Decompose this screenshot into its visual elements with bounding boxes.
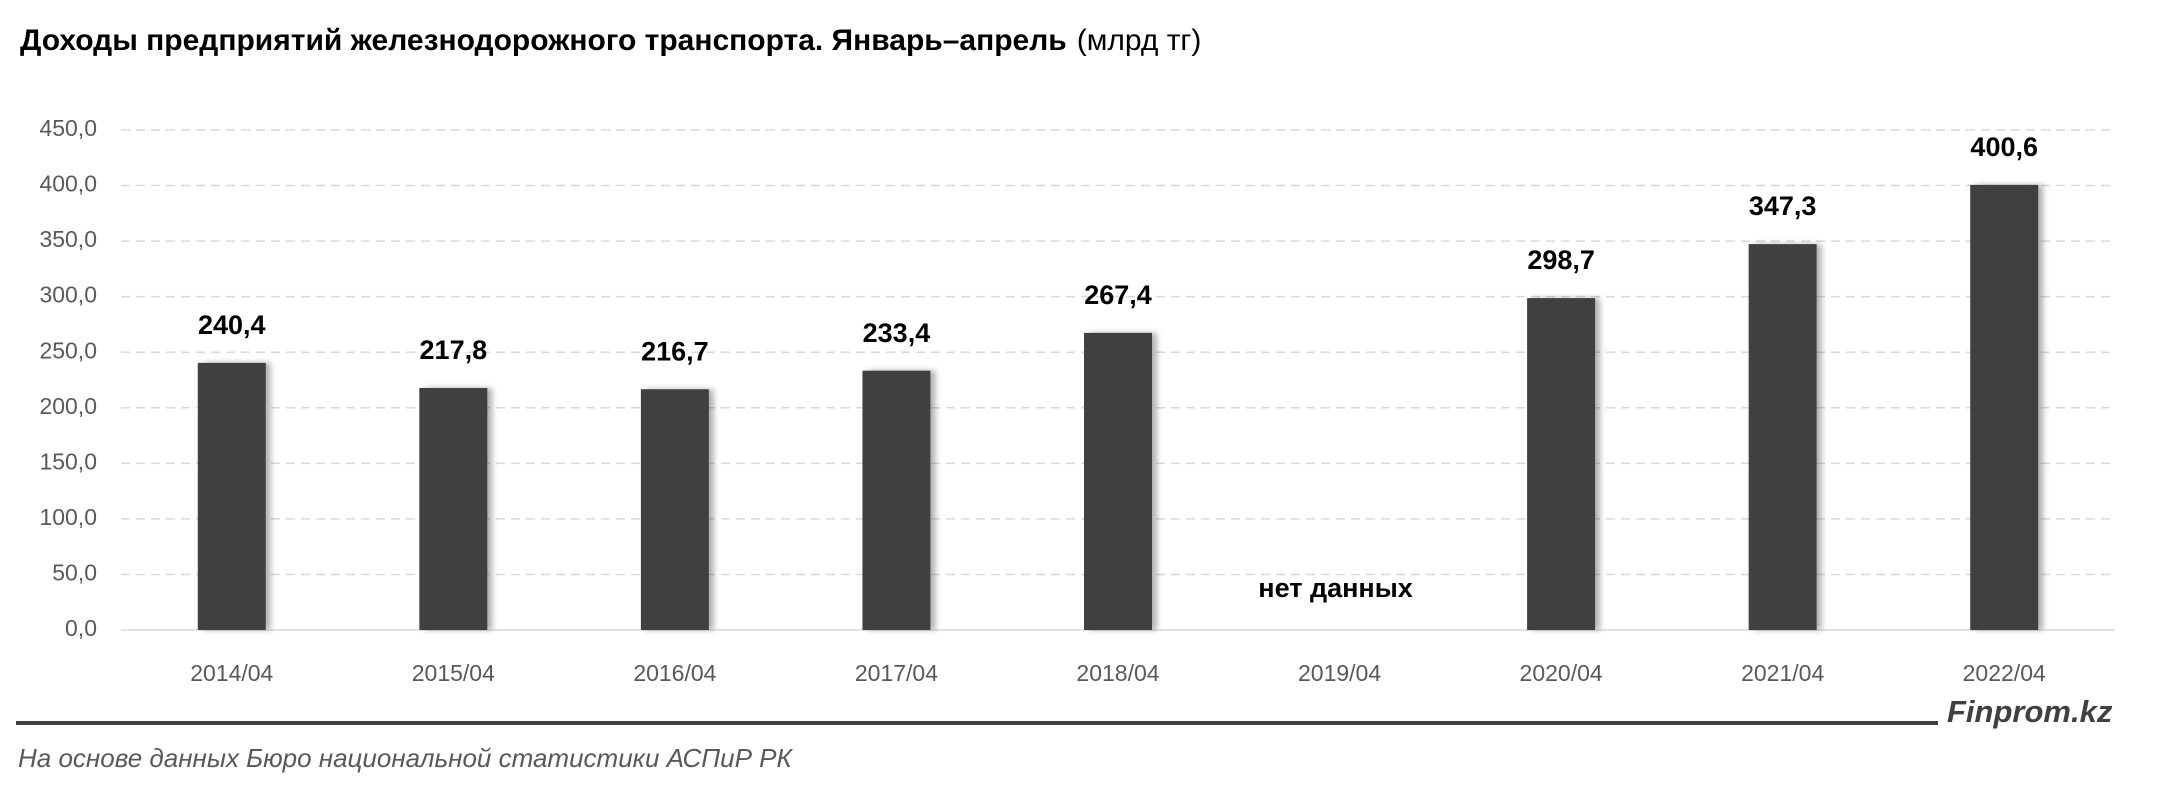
x-tick-label: 2021/04 — [1741, 660, 1824, 686]
x-tick-label: 2018/04 — [1076, 660, 1159, 686]
y-tick-label: 250,0 — [39, 337, 97, 363]
x-tick-label: 2020/04 — [1520, 660, 1603, 686]
brand: Finprom.kz — [1947, 694, 2113, 729]
chart-title: Доходы предприятий железнодорожного тран… — [20, 24, 1201, 57]
x-tick-label: 2014/04 — [190, 660, 273, 686]
bar — [1748, 244, 1817, 630]
x-tick-label: 2016/04 — [633, 660, 716, 686]
y-tick-label: 0,0 — [65, 615, 97, 641]
bar — [862, 370, 931, 630]
bar — [1970, 184, 2039, 630]
title-unit: (млрд тг) — [1077, 24, 1202, 57]
x-tick-label: 2022/04 — [1963, 660, 2046, 686]
bar — [419, 388, 488, 630]
y-tick-label: 50,0 — [52, 560, 97, 586]
value-label: 267,4 — [1084, 280, 1152, 310]
source-note: На основе данных Бюро национальной стати… — [18, 743, 793, 773]
value-label: 347,3 — [1749, 191, 1817, 221]
x-tick-label: 2017/04 — [855, 660, 938, 686]
y-tick-label: 300,0 — [39, 282, 97, 308]
value-label: 400,6 — [1970, 132, 2038, 162]
value-label: 233,4 — [863, 318, 931, 348]
bar — [640, 389, 709, 630]
y-tick-label: 450,0 — [39, 115, 97, 141]
x-tick-label: 2019/04 — [1298, 660, 1381, 686]
value-label: 240,4 — [198, 310, 266, 340]
y-tick-label: 150,0 — [39, 448, 97, 474]
bar — [197, 362, 266, 630]
bar — [1527, 298, 1596, 630]
y-tick-label: 350,0 — [39, 226, 97, 252]
x-tick-label: 2015/04 — [412, 660, 495, 686]
y-tick-label: 100,0 — [39, 504, 97, 530]
value-label: 298,7 — [1527, 245, 1595, 275]
value-label: 217,8 — [420, 335, 488, 365]
value-label: 216,7 — [641, 336, 709, 366]
no-data-note: нет данных — [1258, 573, 1413, 603]
bar — [1084, 332, 1152, 630]
title-main: Доходы предприятий железнодорожного тран… — [20, 24, 1067, 57]
y-tick-label: 400,0 — [39, 171, 97, 197]
y-tick-label: 200,0 — [39, 393, 97, 419]
